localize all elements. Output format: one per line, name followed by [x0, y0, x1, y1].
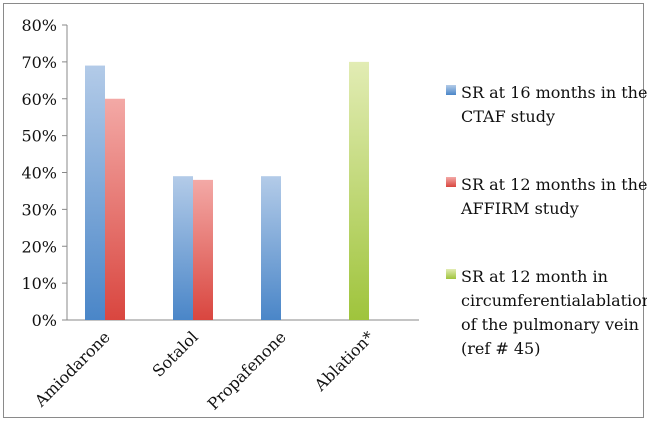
legend-label: SR at 16 months in the [461, 83, 647, 102]
y-tick-label: 30% [21, 200, 57, 219]
legend-swatch [446, 85, 456, 95]
y-tick-label: 20% [21, 237, 57, 256]
y-tick-label: 80% [21, 16, 57, 35]
bar-ablation-series-3 [349, 61, 369, 320]
legend-label: (ref # 45) [461, 339, 540, 358]
bar-sotalol-series-2 [193, 179, 213, 320]
x-category-label: Sotalol [148, 327, 201, 380]
y-tick-label: 40% [21, 164, 57, 183]
x-axis-labels: Amiodarone Sotalol Propafenone Ablation* [30, 327, 378, 413]
bar-amiodarone-series-2 [105, 98, 125, 320]
y-axis: 0% 10% 20% 30% 40% 50% 60% 70% 80% [21, 16, 419, 330]
legend-label: circumferentialablation [461, 291, 647, 310]
y-tick-label: 50% [21, 127, 57, 146]
x-category-label: Propafenone [204, 327, 290, 413]
legend-swatch [446, 269, 456, 279]
x-category-label: Amiodarone [30, 327, 114, 411]
legend-swatch [446, 177, 456, 187]
bar-sotalol-series-1 [173, 176, 193, 320]
bars [85, 61, 369, 320]
legend: SR at 16 months in the CTAF study SR at 12… [446, 83, 647, 358]
bar-amiodarone-series-1 [85, 65, 105, 320]
chart-frame [3, 3, 644, 418]
y-tick-label: 0% [32, 311, 57, 330]
y-tick-label: 70% [21, 53, 57, 72]
x-category-label: Ablation* [310, 327, 378, 395]
legend-label: SR at 12 month in [461, 267, 608, 286]
legend-label: of the pulmonary vein [461, 315, 639, 334]
legend-label: CTAF study [461, 107, 555, 126]
bar-propafenone-series-1 [261, 176, 281, 320]
legend-label: AFFIRM study [460, 199, 579, 218]
y-tick-label: 60% [21, 90, 57, 109]
y-tick-label: 10% [21, 274, 57, 293]
legend-label: SR at 12 months in the [461, 175, 647, 194]
